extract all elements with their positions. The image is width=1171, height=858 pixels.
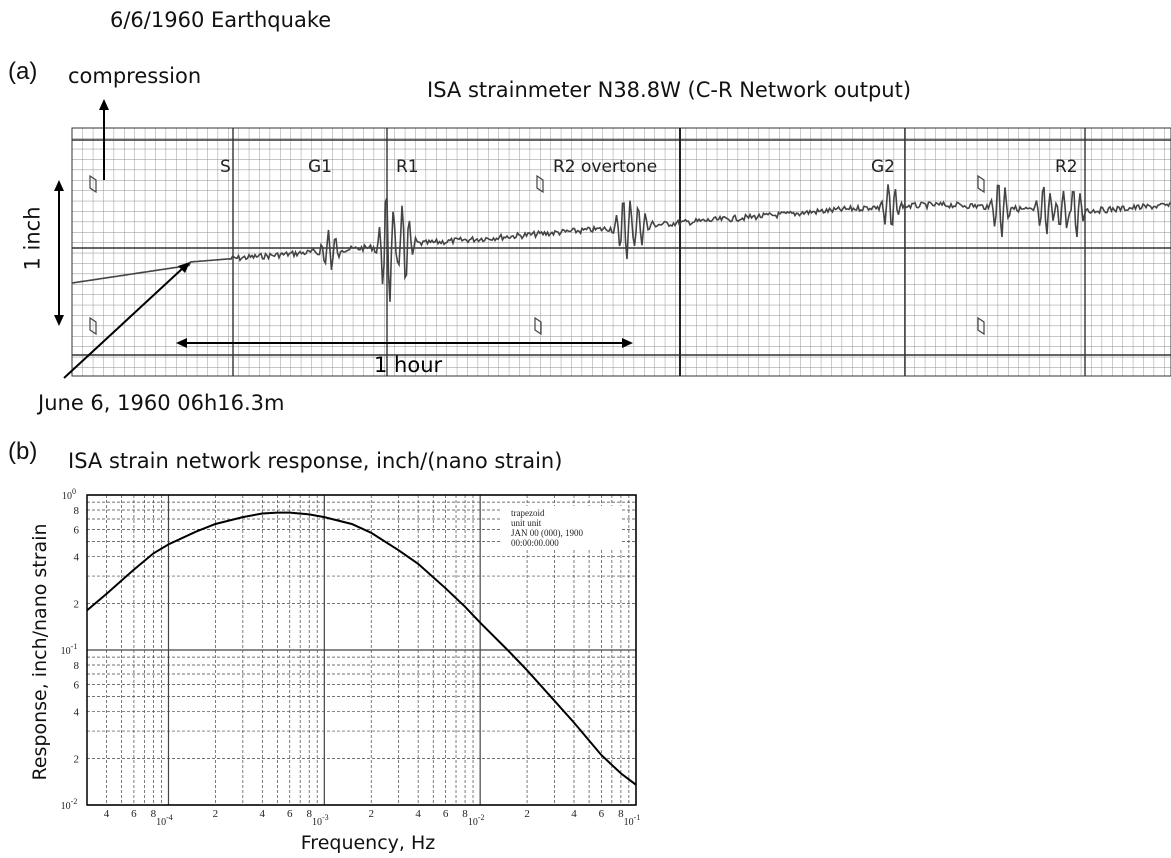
y-tick-label: 8 <box>74 660 80 672</box>
compression-label: compression <box>68 64 202 88</box>
y-tick-label: 10-1 <box>61 642 78 657</box>
x-tick-label: 2 <box>368 808 374 820</box>
y-tick-label: 2 <box>74 753 80 765</box>
wave-label-g2: G2 <box>871 157 895 177</box>
x-tick-label: 10-3 <box>312 813 329 828</box>
x-tick-label: 2 <box>213 808 219 820</box>
panel-a-label: (a) <box>8 58 38 85</box>
chart-marker <box>977 174 985 194</box>
plot-frame <box>86 494 637 806</box>
legend-line-2: unit unit <box>511 518 542 528</box>
x-tick-label: 8 <box>618 808 624 820</box>
wave-label-s: S <box>220 157 231 177</box>
x-tick-label: 10-4 <box>156 813 173 828</box>
wave-label-g1: G1 <box>308 157 332 177</box>
chart-marker <box>977 316 985 336</box>
y-tick-label: 4 <box>74 552 80 564</box>
y-tick-label: 8 <box>74 505 80 517</box>
compression-arrow <box>99 99 109 180</box>
x-tick-label: 4 <box>104 808 110 820</box>
chart-marker <box>536 174 544 194</box>
chart-marker <box>534 316 542 336</box>
x-tick-label: 8 <box>151 808 157 820</box>
hour-scale-arrow <box>176 338 633 348</box>
y-tick-label: 10-2 <box>61 797 78 812</box>
wave-label-r2: R2 <box>1055 157 1078 177</box>
start-time-arrow <box>63 262 190 379</box>
record-title: ISA strainmeter N38.8W (C-R Network outp… <box>427 78 912 102</box>
y-tick-label: 4 <box>74 707 80 719</box>
legend-line-1: trapezoid <box>511 508 545 518</box>
x-tick-label: 4 <box>260 808 266 820</box>
response-curve <box>86 511 637 786</box>
x-tick-label: 10-1 <box>624 813 641 828</box>
chart-marker <box>89 316 97 336</box>
y-tick-label: 6 <box>74 524 80 536</box>
x-tick-label: 6 <box>443 808 449 820</box>
y-tick-label: 100 <box>62 487 76 502</box>
panel-b-label: (b) <box>8 438 38 465</box>
x-tick-label: 8 <box>462 808 468 820</box>
x-tick-label: 6 <box>287 808 293 820</box>
x-tick-label: 4 <box>415 808 421 820</box>
x-axis-label: Frequency, Hz <box>301 832 436 854</box>
x-tick-label: 4 <box>571 808 577 820</box>
strainmeter-record: S G1 R1 R2 overtone G2 R2 1 hour <box>54 99 1171 379</box>
inch-scale-arrow <box>54 180 64 326</box>
wave-label-r1: R1 <box>396 157 419 177</box>
y-tick-label: 6 <box>74 679 80 691</box>
x-tick-label: 10-2 <box>468 813 485 828</box>
x-tick-label: 8 <box>306 808 312 820</box>
x-tick-label: 6 <box>599 808 605 820</box>
y-tick-label: 2 <box>74 598 80 610</box>
response-chart-title: ISA strain network response, inch/(nano … <box>68 449 563 473</box>
record-grid <box>72 128 1171 376</box>
x-tick-label: 2 <box>524 808 530 820</box>
legend-line-3: JAN 00 (000), 1900 <box>511 528 583 538</box>
x-tick-label: 6 <box>131 808 137 820</box>
y-axis-label: Response, inch/nano strain <box>29 523 51 780</box>
start-time-label: June 6, 1960 06h16.3m <box>38 391 285 415</box>
chart-marker <box>89 174 97 194</box>
legend-line-4: 00:00:00.000 <box>511 538 559 548</box>
figure-title: 6/6/1960 Earthquake <box>110 8 332 32</box>
wave-label-r2-overtone: R2 overtone <box>553 157 657 177</box>
hour-scale-label: 1 hour <box>374 353 443 377</box>
strain-trace <box>71 184 1171 302</box>
response-legend: trapezoid unit unit JAN 00 (000), 1900 0… <box>500 506 622 550</box>
